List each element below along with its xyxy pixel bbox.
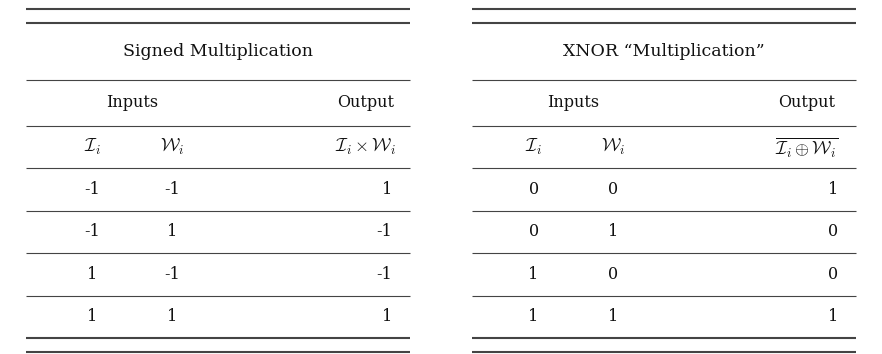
Text: Inputs: Inputs <box>106 94 159 111</box>
Text: 1: 1 <box>87 308 98 325</box>
Text: 1: 1 <box>87 266 98 283</box>
Text: -1: -1 <box>377 223 392 240</box>
Text: 1: 1 <box>608 223 618 240</box>
Text: -1: -1 <box>164 266 180 283</box>
Text: 1: 1 <box>167 308 177 325</box>
Text: $\mathcal{I}_i$: $\mathcal{I}_i$ <box>84 137 101 157</box>
Text: -1: -1 <box>377 266 392 283</box>
Text: 0: 0 <box>528 223 539 240</box>
Text: -1: -1 <box>85 223 101 240</box>
Text: $\mathcal{W}_i$: $\mathcal{W}_i$ <box>160 137 184 157</box>
Text: 1: 1 <box>608 308 618 325</box>
Text: -1: -1 <box>164 181 180 198</box>
Text: Output: Output <box>779 94 835 111</box>
Text: 1: 1 <box>167 223 177 240</box>
Text: 1: 1 <box>382 308 392 325</box>
Text: -1: -1 <box>85 181 101 198</box>
Text: Inputs: Inputs <box>547 94 600 111</box>
Text: 0: 0 <box>828 266 838 283</box>
Text: 0: 0 <box>608 266 618 283</box>
Text: 1: 1 <box>827 308 838 325</box>
Text: 1: 1 <box>528 308 539 325</box>
Text: XNOR “Multiplication”: XNOR “Multiplication” <box>563 43 765 60</box>
Text: 0: 0 <box>828 223 838 240</box>
Text: $\mathcal{I}_i$: $\mathcal{I}_i$ <box>525 137 542 157</box>
Text: 0: 0 <box>608 181 618 198</box>
Text: 1: 1 <box>382 181 392 198</box>
Text: $\overline{\mathcal{I}_i \oplus \mathcal{W}_i}$: $\overline{\mathcal{I}_i \oplus \mathcal… <box>775 135 839 159</box>
Text: 1: 1 <box>827 181 838 198</box>
Text: 0: 0 <box>528 181 539 198</box>
Text: $\mathcal{W}_i$: $\mathcal{W}_i$ <box>601 137 625 157</box>
Text: Signed Multiplication: Signed Multiplication <box>123 43 313 60</box>
Text: $\mathcal{I}_i \times \mathcal{W}_i$: $\mathcal{I}_i \times \mathcal{W}_i$ <box>335 137 397 157</box>
Text: 1: 1 <box>528 266 539 283</box>
Text: Output: Output <box>338 94 394 111</box>
